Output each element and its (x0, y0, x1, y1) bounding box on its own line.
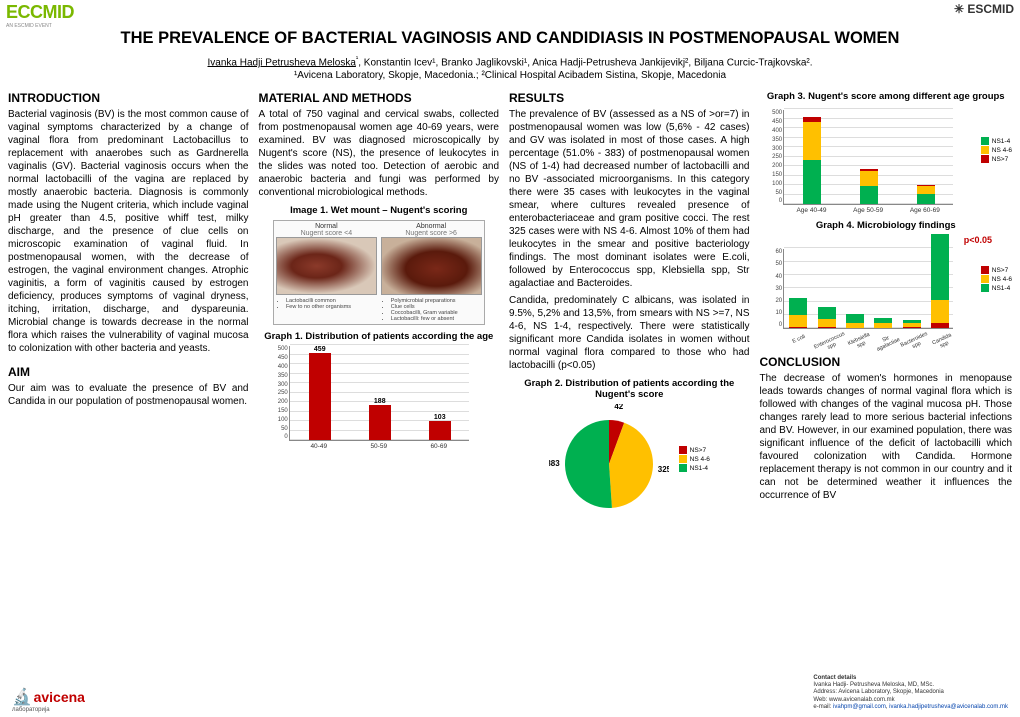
wet-mount-normal-img (276, 237, 377, 295)
mm-text: A total of 750 vaginal and cervical swab… (259, 108, 500, 199)
results-text-2: Candida, predominately C albicans, was i… (509, 294, 750, 372)
col-right: Graph 3. Nugent's score among different … (760, 91, 1013, 514)
svg-text:383: 383 (549, 459, 560, 468)
eccmid-logo: ECCMID AN ESCMID EVENT (6, 2, 74, 29)
wet-mount-figure: Normal Abnormal Nugent score <4 Nugent s… (273, 220, 485, 325)
conclusion-text: The decrease of women's hormones in meno… (760, 372, 1013, 502)
col-methods: MATERIAL AND METHODS A total of 750 vagi… (259, 91, 500, 514)
svg-text:42: 42 (614, 404, 623, 411)
image1-caption: Image 1. Wet mount – Nugent's scoring (259, 205, 500, 216)
header: ECCMID AN ESCMID EVENT ESCMID (0, 0, 1020, 29)
intro-text: Bacterial vaginosis (BV) is the most com… (8, 108, 249, 355)
authors: Ivanka Hadji Petrusheva Meloska¹, Konsta… (0, 52, 1020, 68)
conclusion-heading: CONCLUSION (760, 355, 1013, 369)
svg-text:325: 325 (657, 465, 668, 474)
graph1-caption: Graph 1. Distribution of patients accord… (259, 331, 500, 342)
results-heading: RESULTS (509, 91, 750, 105)
graph1-bar-chart: 5004504003503002502001501005004591881034… (289, 346, 469, 450)
contact-details: Contact details Ivanka Hadji- Petrusheva… (813, 675, 1008, 711)
results-text-1: The prevalence of BV (assessed as a NS o… (509, 108, 750, 290)
content-columns: INTRODUCTION Bacterial vaginosis (BV) is… (0, 85, 1020, 514)
intro-heading: INTRODUCTION (8, 91, 249, 105)
escmid-logo: ESCMID (954, 2, 1014, 16)
avicena-logo: 🔬 avicena лабораторија (12, 687, 85, 713)
mm-heading: MATERIAL AND METHODS (259, 91, 500, 105)
graph2-caption: Graph 2. Distribution of patients accord… (509, 378, 750, 400)
graph4-pvalue: p<0.05 (760, 235, 1013, 245)
affiliations: ¹Avicena Laboratory, Skopje, Macedonia.;… (0, 68, 1020, 85)
graph2-pie-chart: 42325383 NS>7NS 4-6NS1-4 (509, 404, 750, 514)
graph3-stacked-bar: 500450400350300250200150100500Age 40-49A… (783, 110, 953, 214)
col-introduction: INTRODUCTION Bacterial vaginosis (BV) is… (8, 91, 249, 514)
col-results: RESULTS The prevalence of BV (assessed a… (509, 91, 750, 514)
graph4-caption: Graph 4. Microbiology findings (760, 220, 1013, 231)
graph3-caption: Graph 3. Nugent's score among different … (760, 91, 1013, 102)
aim-text: Our aim was to evaluate the presence of … (8, 382, 249, 408)
wet-mount-abnormal-img (381, 237, 482, 295)
poster-title: THE PREVALENCE OF BACTERIAL VAGINOSIS AN… (0, 29, 1020, 52)
aim-heading: AIM (8, 365, 249, 379)
graph4-stacked-bar: 6050403020100E coliEnterococcus sppKlebs… (783, 249, 953, 343)
